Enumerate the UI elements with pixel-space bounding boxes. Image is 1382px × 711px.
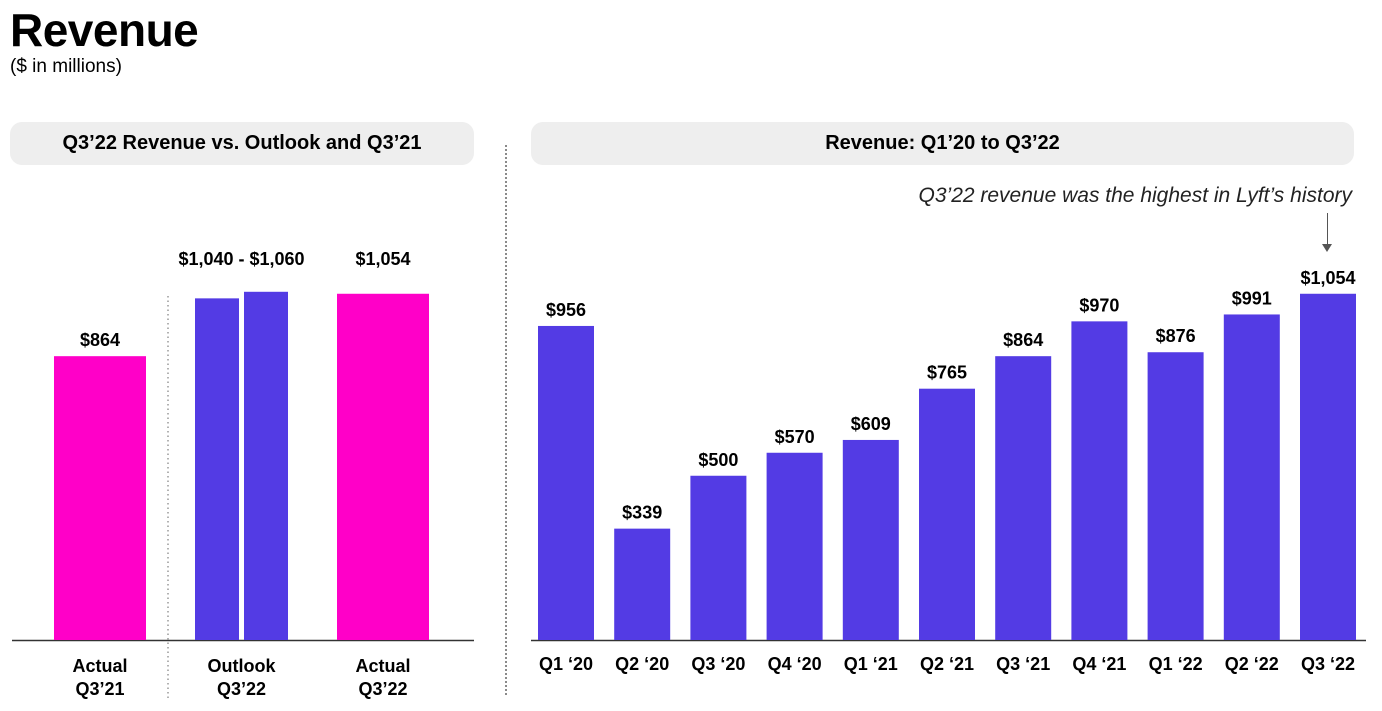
right-bar bbox=[842, 439, 899, 640]
right-bar bbox=[614, 528, 671, 640]
right-category-label: Q2 ‘20 bbox=[615, 654, 669, 674]
page-title: Revenue bbox=[10, 4, 199, 56]
right-bar bbox=[995, 356, 1052, 640]
panel-divider bbox=[505, 145, 507, 695]
history-annotation: Q3’22 revenue was the highest in Lyft’s … bbox=[918, 184, 1352, 207]
left-category-label: Actual bbox=[72, 656, 127, 676]
left-bar-value-label: $1,054 bbox=[355, 249, 410, 269]
right-category-label: Q4 ‘20 bbox=[768, 654, 822, 674]
left-category-label: Actual bbox=[355, 656, 410, 676]
right-category-label: Q3 ‘21 bbox=[996, 654, 1050, 674]
left-category-label: Outlook bbox=[208, 656, 277, 676]
left-bar bbox=[337, 293, 429, 640]
left-bar bbox=[195, 298, 239, 640]
right-bar-value-label: $765 bbox=[927, 363, 967, 383]
annotation-arrow-line bbox=[1327, 213, 1328, 247]
right-bar-value-label: $339 bbox=[622, 503, 662, 523]
right-category-label: Q2 ‘22 bbox=[1225, 654, 1279, 674]
left-category-label: Q3’21 bbox=[75, 679, 124, 699]
right-category-label: Q3 ‘20 bbox=[691, 654, 745, 674]
right-bar bbox=[1300, 293, 1356, 640]
left-chart-title: Q3’22 Revenue vs. Outlook and Q3’21 bbox=[10, 122, 474, 165]
right-bar bbox=[538, 325, 594, 640]
right-bar-value-label: $970 bbox=[1079, 295, 1119, 315]
left-category-label: Q3’22 bbox=[217, 679, 266, 699]
right-category-label: Q3 ‘22 bbox=[1301, 654, 1355, 674]
right-category-label: Q2 ‘21 bbox=[920, 654, 974, 674]
right-bar-value-label: $991 bbox=[1232, 288, 1272, 308]
right-category-label: Q1 ‘22 bbox=[1149, 654, 1203, 674]
right-bar bbox=[766, 452, 823, 640]
left-bar-value-label: $1,040 - $1,060 bbox=[178, 249, 304, 269]
right-bar-value-label: $956 bbox=[546, 300, 586, 320]
right-bar bbox=[690, 475, 747, 640]
left-bar bbox=[54, 356, 146, 640]
right-bar bbox=[1147, 352, 1204, 640]
right-bar bbox=[1071, 321, 1128, 640]
right-category-label: Q1 ‘20 bbox=[539, 654, 593, 674]
right-bar-chart: $956 Q1 ‘20 $339 Q2 ‘20 $500 Q3 ‘20 $570 Q4 ‘20… bbox=[531, 268, 1366, 674]
annotation-arrow-head bbox=[1322, 244, 1332, 252]
left-category-label: Q3’22 bbox=[358, 679, 407, 699]
right-bar-value-label: $876 bbox=[1156, 326, 1196, 346]
left-bar bbox=[244, 291, 288, 640]
right-bar-value-label: $570 bbox=[775, 427, 815, 447]
right-bar-value-label: $864 bbox=[1003, 330, 1043, 350]
right-bar-value-label: $500 bbox=[698, 450, 738, 470]
right-bar bbox=[1223, 314, 1280, 640]
left-bar-value-label: $864 bbox=[80, 330, 120, 350]
right-bar bbox=[919, 388, 975, 640]
right-chart-title: Revenue: Q1’20 to Q3’22 bbox=[531, 122, 1354, 165]
left-bar-chart: $864 Actual Q3’21 $1,040 - $1,060 Outlook Q3’… bbox=[12, 249, 474, 700]
right-category-label: Q4 ‘21 bbox=[1072, 654, 1126, 674]
right-category-label: Q1 ‘21 bbox=[844, 654, 898, 674]
right-bar-value-label: $1,054 bbox=[1300, 268, 1355, 288]
right-bar-value-label: $609 bbox=[851, 414, 891, 434]
page-subtitle: ($ in millions) bbox=[10, 56, 122, 77]
